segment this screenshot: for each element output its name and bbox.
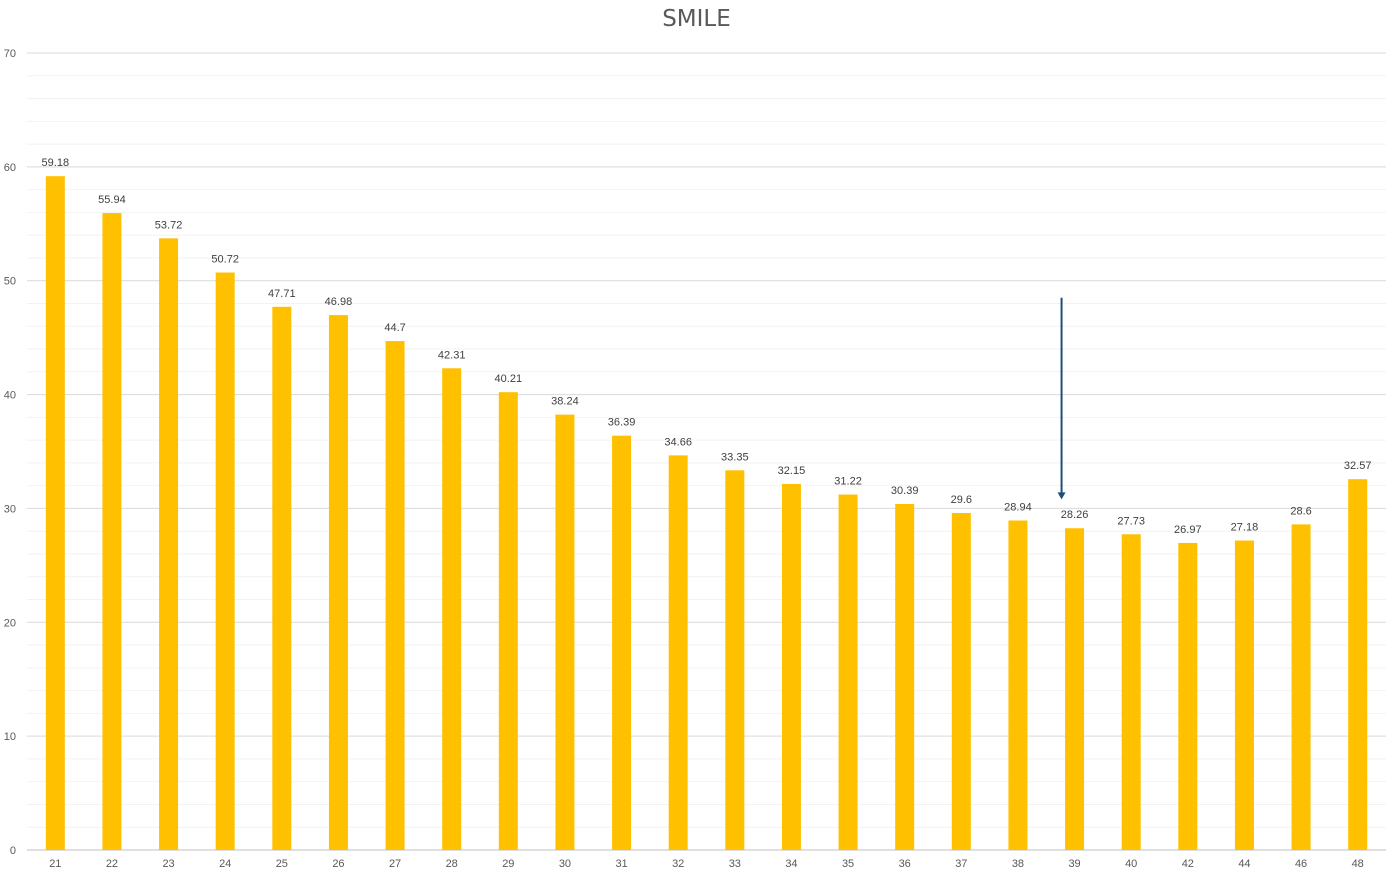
data-label: 38.24: [551, 396, 579, 408]
data-label: 31.22: [834, 476, 862, 488]
x-tick-label: 37: [955, 858, 967, 870]
bar: [1348, 479, 1368, 850]
x-tick-label: 42: [1182, 858, 1194, 870]
x-tick-label: 21: [49, 858, 61, 870]
y-tick-label: 0: [10, 845, 16, 857]
data-label: 27.18: [1231, 522, 1259, 534]
bar: [1121, 534, 1141, 850]
bar: [215, 272, 235, 850]
annotation-arrow-head: [1057, 492, 1066, 500]
data-label: 28.94: [1004, 501, 1032, 513]
data-label: 44.7: [384, 322, 405, 334]
x-tick-label: 26: [332, 858, 344, 870]
x-tick-label: 36: [899, 858, 911, 870]
x-tick-label: 23: [162, 858, 174, 870]
data-label: 50.72: [211, 254, 239, 266]
data-label: 30.39: [891, 485, 919, 497]
bar: [498, 392, 518, 850]
x-tick-label: 25: [276, 858, 288, 870]
data-label: 36.39: [608, 417, 636, 429]
bar: [272, 306, 292, 850]
data-label: 40.21: [495, 373, 523, 385]
data-label: 34.66: [664, 436, 692, 448]
data-label: 27.73: [1117, 515, 1145, 527]
bar: [385, 341, 405, 850]
data-label: 28.26: [1061, 509, 1089, 521]
x-tick-label: 48: [1352, 858, 1364, 870]
bar: [1065, 528, 1085, 850]
x-tick-label: 29: [502, 858, 514, 870]
x-tick-label: 38: [1012, 858, 1024, 870]
data-labels: 59.18 55.94 53.72 50.72 47.71 46.98 44.7 42.31 4…: [42, 157, 1372, 536]
x-axis-ticks: 21 22 23 24 25 26 27 28 29 30 31 32 33 34 35 36 37 38 39 40…: [49, 858, 1364, 870]
bar: [895, 503, 915, 850]
y-tick-label: 40: [4, 390, 16, 402]
data-label: 59.18: [42, 157, 70, 169]
data-label: 47.71: [268, 288, 296, 300]
bar: [838, 494, 858, 850]
bar: [159, 238, 179, 850]
annotations: [1057, 297, 1066, 500]
x-tick-label: 34: [785, 858, 797, 870]
bars: [45, 176, 1368, 851]
grid-lines: [27, 52, 1386, 851]
bar: [612, 435, 632, 850]
data-label: 26.97: [1174, 524, 1202, 536]
bar: [442, 368, 462, 850]
y-tick-label: 50: [4, 276, 16, 288]
y-tick-label: 60: [4, 162, 16, 174]
x-tick-label: 33: [729, 858, 741, 870]
x-tick-label: 40: [1125, 858, 1137, 870]
y-tick-label: 20: [4, 617, 16, 629]
bar: [102, 213, 122, 851]
bar: [668, 455, 688, 850]
data-label: 33.35: [721, 451, 749, 463]
bar: [725, 470, 745, 850]
data-label: 29.6: [951, 494, 972, 506]
bar: [1291, 524, 1311, 850]
bar: [1178, 542, 1198, 850]
x-tick-label: 46: [1295, 858, 1307, 870]
y-tick-label: 30: [4, 503, 16, 515]
data-label: 55.94: [98, 194, 126, 206]
x-tick-label: 39: [1068, 858, 1080, 870]
bar: [555, 414, 575, 850]
data-label: 28.6: [1290, 505, 1311, 517]
x-tick-label: 30: [559, 858, 571, 870]
data-label: 46.98: [325, 296, 353, 308]
data-label: 53.72: [155, 219, 183, 231]
y-tick-label: 70: [4, 48, 16, 60]
data-label: 32.57: [1344, 460, 1372, 472]
data-label: 32.15: [778, 465, 806, 477]
x-tick-label: 35: [842, 858, 854, 870]
x-tick-label: 27: [389, 858, 401, 870]
bar: [1234, 540, 1254, 850]
x-tick-label: 22: [106, 858, 118, 870]
data-label: 42.31: [438, 349, 466, 361]
x-tick-label: 44: [1238, 858, 1250, 870]
bar: [781, 483, 801, 850]
x-tick-label: 24: [219, 858, 231, 870]
bar: [951, 512, 971, 850]
y-axis-ticks: 0 10 20 30 40 50 60 70: [4, 48, 16, 857]
chart-title: SMILE: [662, 6, 731, 32]
x-tick-label: 32: [672, 858, 684, 870]
bar: [45, 176, 65, 851]
bar: [1008, 520, 1028, 850]
y-tick-label: 10: [4, 731, 16, 743]
x-tick-label: 31: [615, 858, 627, 870]
bar: [328, 315, 348, 851]
x-tick-label: 28: [446, 858, 458, 870]
